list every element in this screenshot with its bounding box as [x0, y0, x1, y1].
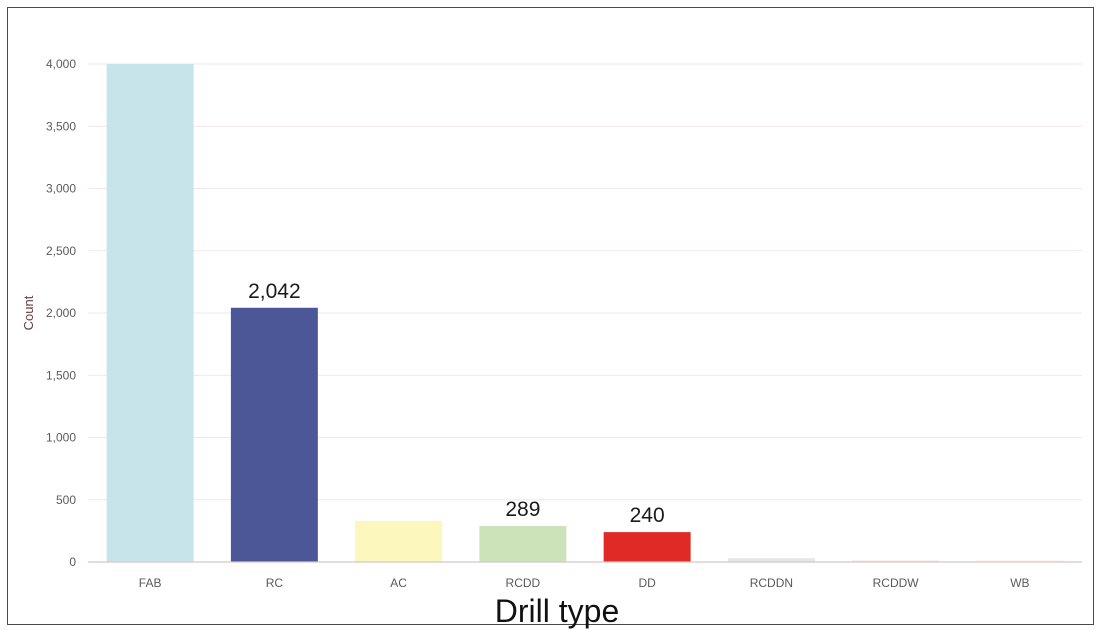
- data-label: 2,042: [248, 280, 301, 303]
- x-tick-label: RCDDW: [873, 576, 920, 590]
- y-tick-labels: 0 500 1,000 1,500 2,000 2,500 3,000 3,500 4,000: [46, 57, 76, 569]
- bar-dd: [604, 532, 691, 562]
- y-axis-label: Count: [21, 295, 36, 330]
- y-tick-label: 3,500: [46, 119, 76, 133]
- x-tick-label: RCDD: [506, 576, 541, 590]
- x-axis-label: Drill type: [495, 593, 619, 629]
- y-tick-label: 2,000: [46, 306, 76, 320]
- data-label: 289: [505, 498, 540, 521]
- y-tick-label: 0: [69, 555, 76, 569]
- y-tick-label: 3,000: [46, 182, 76, 196]
- bar-rcdd: [479, 526, 566, 562]
- x-tick-label: FAB: [139, 576, 162, 590]
- x-tick-label: AC: [390, 576, 407, 590]
- bar-fab: [107, 64, 194, 562]
- y-tick-label: 4,000: [46, 57, 76, 71]
- x-tick-label: RC: [266, 576, 284, 590]
- y-tick-label: 2,500: [46, 244, 76, 258]
- y-tick-label: 1,000: [46, 431, 76, 445]
- x-tick-labels: FAB RC AC RCDD DD RCDDN RCDDW WB: [139, 576, 1030, 590]
- data-label: 240: [630, 504, 665, 527]
- x-tick-label: WB: [1010, 576, 1029, 590]
- y-tick-label: 500: [56, 493, 76, 507]
- y-tick-label: 1,500: [46, 368, 76, 382]
- bar-rc: [231, 308, 318, 562]
- bar-ac: [355, 521, 442, 562]
- x-tick-label: RCDDN: [750, 576, 793, 590]
- x-tick-label: DD: [638, 576, 656, 590]
